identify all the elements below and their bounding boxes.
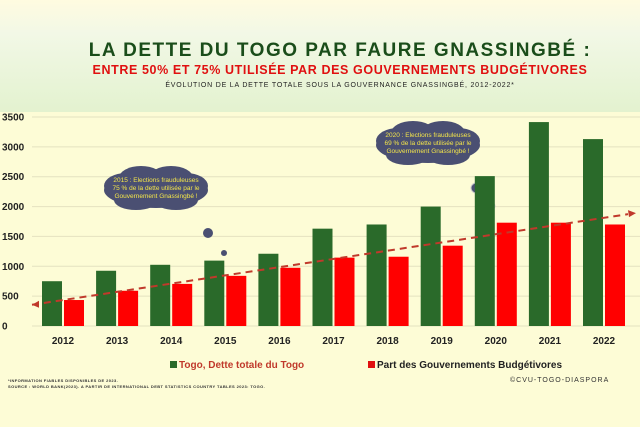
bar-total-2014	[150, 264, 171, 326]
cloud-bubble	[221, 250, 227, 256]
x-tick-label: 2019	[431, 336, 454, 347]
bar-part-2022	[605, 224, 625, 326]
annotation-cloud-2015	[149, 166, 193, 190]
legend-swatch-green	[170, 361, 177, 368]
x-tick-label: 2012	[52, 336, 75, 347]
chart-subtitle: ENTRE 50% ET 75% UTILISÉE PAR DES GOUVER…	[92, 63, 588, 77]
legend-item-part: Part des Gouvernements Budgétivores	[368, 360, 562, 371]
x-tick-label: 2016	[268, 336, 291, 347]
bar-total-2012	[42, 281, 62, 326]
annotation-cloud-2020	[386, 145, 430, 165]
annotation-cloud-2020	[421, 121, 465, 145]
bar-total-2013	[96, 270, 117, 326]
bar-total-2017	[312, 228, 333, 326]
bar-part-2018	[388, 256, 409, 326]
chart-caption: ÉVOLUTION DE LA DETTE TOTALE SOUS LA GOU…	[165, 82, 515, 89]
bar-total-2015	[204, 260, 225, 326]
y-tick-label: 2000	[2, 202, 25, 213]
x-tick-label: 2013	[106, 336, 129, 347]
bar-part-2019	[442, 245, 463, 326]
bar-total-2022	[583, 139, 603, 326]
bar-part-2020	[496, 222, 517, 326]
annotation-2015-text: 2015 : Elections frauduleuses 75 % de la …	[112, 177, 200, 200]
x-tick-label: 2020	[485, 336, 508, 347]
bar-part-2016	[280, 267, 301, 326]
trendline-arrow-right	[628, 210, 636, 218]
copyright: ©CVU-TOGO-DIASPORA	[510, 377, 610, 384]
bar-part-2012	[64, 300, 84, 326]
chart-title: LA DETTE DU TOGO PAR FAURE GNASSINGBÉ :	[88, 40, 592, 61]
footnote: *INFORMATION FIABLES DISPONIBLES DE 2023…	[8, 378, 266, 389]
annotation-cloud-2015	[154, 190, 198, 210]
bar-total-2020	[474, 176, 495, 326]
y-tick-label: 3500	[2, 113, 25, 124]
y-tick-label: 2500	[2, 172, 25, 183]
header-band	[0, 0, 640, 112]
annotation-2020-text: 2020 : Elections frauduleuses 69 % de la …	[384, 132, 472, 155]
x-tick-label: 2015	[214, 336, 237, 347]
y-tick-label: 3000	[2, 142, 25, 153]
x-tick-label: 2021	[539, 336, 562, 347]
legend-item-total: Togo, Dette totale du Togo	[170, 360, 304, 371]
y-tick-label: 1000	[2, 262, 25, 273]
bar-part-2017	[334, 257, 355, 326]
bar-part-2015	[226, 275, 247, 326]
x-tick-label: 2014	[160, 336, 183, 347]
bar-part-2013	[118, 290, 139, 326]
bar-total-2018	[366, 224, 387, 326]
bar-total-2016	[258, 253, 279, 326]
y-tick-label: 0	[2, 322, 8, 333]
trendline-arrow-left	[32, 300, 39, 308]
bar-total-2021	[528, 122, 549, 326]
x-tick-label: 2022	[593, 336, 616, 347]
x-tick-label: 2017	[322, 336, 345, 347]
annotation-cloud-2015	[114, 190, 158, 210]
bar-part-2014	[172, 283, 193, 326]
trendline	[31, 213, 629, 306]
bar-total-2019	[420, 206, 441, 326]
x-tick-label: 2018	[376, 336, 399, 347]
legend-swatch-red	[368, 361, 375, 368]
y-tick-label: 1500	[2, 232, 25, 243]
bar-part-2021	[550, 222, 571, 326]
annotation-cloud-2020	[426, 145, 470, 165]
y-tick-label: 500	[2, 292, 19, 303]
cloud-bubble	[203, 228, 213, 238]
